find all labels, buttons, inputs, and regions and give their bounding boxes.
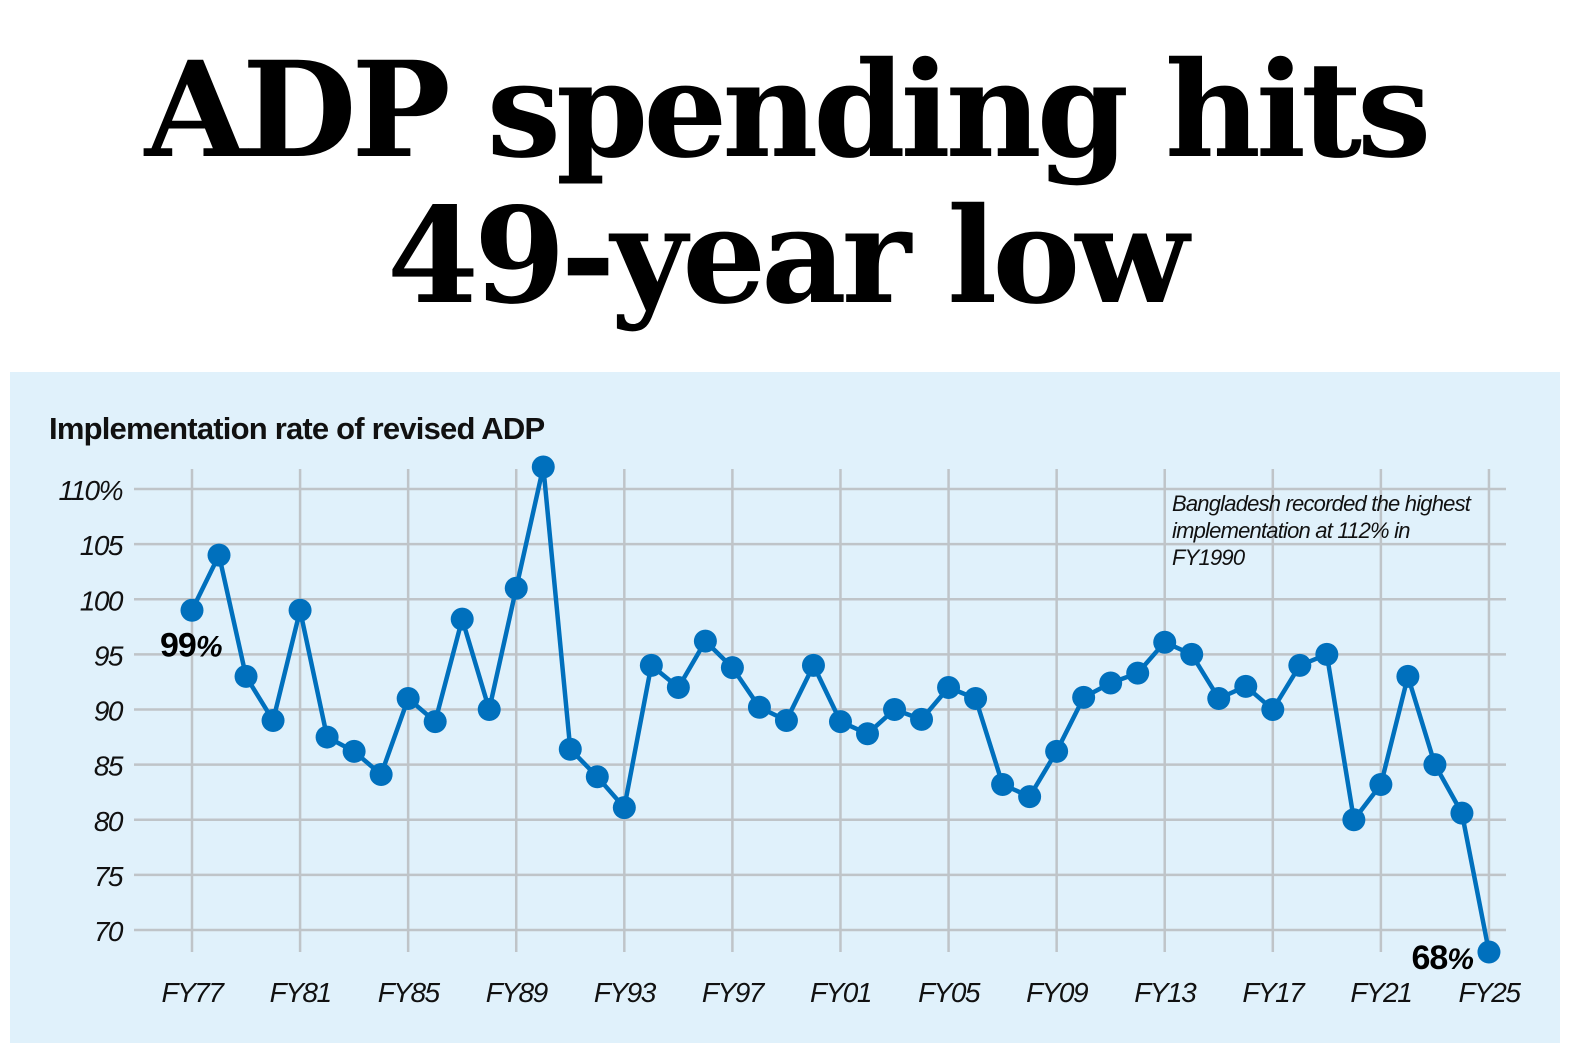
data-point-fy78: [207, 543, 231, 567]
data-point-fy02: [856, 722, 879, 746]
data-point-fy98: [747, 695, 771, 719]
data-point-fy86: [423, 710, 447, 734]
data-label-last: 68%: [1411, 939, 1473, 977]
x-tick-label: FY77: [162, 977, 226, 1008]
headline-line-2: 49-year low: [386, 179, 1189, 334]
y-axis-tick-labels: 110% 105 100 95 90 85 80 75 70: [58, 475, 125, 947]
data-point-fy16: [1234, 674, 1258, 698]
data-point-fy05: [937, 675, 961, 699]
x-tick-label: FY17: [1242, 977, 1306, 1008]
data-point-fy17: [1261, 698, 1285, 721]
data-point-fy11: [1099, 671, 1123, 695]
data-point-fy06: [964, 686, 988, 710]
data-point-fy12: [1126, 661, 1150, 685]
data-point-fy18: [1288, 653, 1312, 677]
y-tick-label: 110%: [58, 475, 122, 506]
data-point-fy00: [801, 653, 825, 677]
data-point-fy94: [639, 653, 663, 677]
chart-title: Implementation rate of revised ADP: [49, 411, 544, 446]
x-tick-label: FY21: [1350, 977, 1411, 1008]
data-label-first-unit: %: [196, 630, 222, 663]
x-tick-label: FY01: [810, 977, 871, 1008]
data-point-fy14: [1180, 642, 1204, 666]
data-point-fy01: [828, 710, 852, 734]
data-point-fy13: [1153, 630, 1177, 654]
x-axis-tick-labels: FY77 FY81 FY85 FY89 FY93 FY97 FY01 FY05 FY09 FY13…: [162, 977, 1523, 1008]
y-tick-label: 75: [94, 861, 124, 892]
x-tick-label: FY85: [378, 977, 441, 1008]
x-tick-label: FY93: [594, 977, 657, 1008]
data-point-fy82: [315, 725, 339, 749]
headline: ADP spending hits 49-year low: [0, 38, 1571, 330]
y-tick-label: 70: [94, 916, 124, 947]
annotation-text-line: Bangladesh recorded the highest: [1172, 491, 1472, 516]
data-point-fy87: [450, 607, 474, 631]
data-point-fy21: [1369, 772, 1393, 796]
data-point-fy91: [558, 737, 582, 761]
annotation-text-line: FY1990: [1172, 545, 1246, 570]
data-point-fy93: [612, 796, 636, 820]
data-point-fy20: [1342, 808, 1366, 832]
data-point-fy77: [180, 598, 204, 622]
data-point-fy90: [531, 455, 555, 479]
data-point-fy23: [1423, 753, 1447, 777]
y-tick-label: 90: [94, 696, 124, 727]
horizontal-gridlines: [134, 487, 1506, 932]
data-point-fy09: [1045, 739, 1069, 763]
y-tick-label: 105: [80, 530, 124, 561]
y-tick-label: 85: [94, 751, 124, 782]
x-tick-label: FY25: [1458, 977, 1521, 1008]
data-point-fy97: [720, 656, 744, 680]
x-tick-label: FY05: [918, 977, 981, 1008]
data-point-fy22: [1396, 664, 1420, 688]
x-tick-label: FY89: [486, 977, 548, 1008]
data-point-fy10: [1072, 685, 1096, 709]
series-points: [180, 455, 1501, 964]
data-point-fy15: [1207, 686, 1231, 710]
data-point-fy99: [774, 709, 798, 733]
data-point-fy96: [693, 629, 717, 653]
y-tick-label: 80: [94, 806, 124, 837]
data-point-fy83: [342, 739, 366, 763]
data-label-first: 99%: [160, 626, 222, 664]
annotation-text-line: implementation at 112% in: [1172, 518, 1410, 543]
data-point-fy92: [585, 765, 609, 789]
x-tick-label: FY09: [1026, 977, 1088, 1008]
data-point-fy89: [504, 576, 528, 600]
x-tick-label: FY97: [702, 977, 766, 1008]
data-point-fy84: [369, 763, 393, 787]
y-tick-label: 95: [94, 640, 124, 671]
data-point-fy95: [666, 675, 690, 699]
data-point-fy04: [910, 707, 934, 731]
data-point-fy24: [1450, 801, 1474, 825]
x-tick-label: FY81: [270, 977, 331, 1008]
headline-line-1: ADP spending hits: [144, 33, 1432, 188]
data-labels: 99% 68%: [160, 626, 1474, 977]
annotation-highest: Bangladesh recorded the highestimplement…: [1172, 491, 1473, 570]
data-point-fy03: [883, 698, 907, 721]
data-point-fy88: [477, 698, 501, 721]
data-point-fy25: [1477, 940, 1501, 964]
data-point-fy85: [396, 686, 420, 710]
x-tick-label: FY13: [1134, 977, 1197, 1008]
data-point-fy80: [261, 709, 285, 733]
data-point-fy79: [234, 664, 258, 688]
y-tick-label: 100: [80, 585, 124, 616]
data-label-last-unit: %: [1447, 943, 1473, 976]
data-point-fy81: [288, 598, 312, 622]
data-point-fy19: [1315, 642, 1339, 666]
data-point-fy07: [991, 772, 1015, 796]
data-point-fy08: [1018, 785, 1042, 809]
